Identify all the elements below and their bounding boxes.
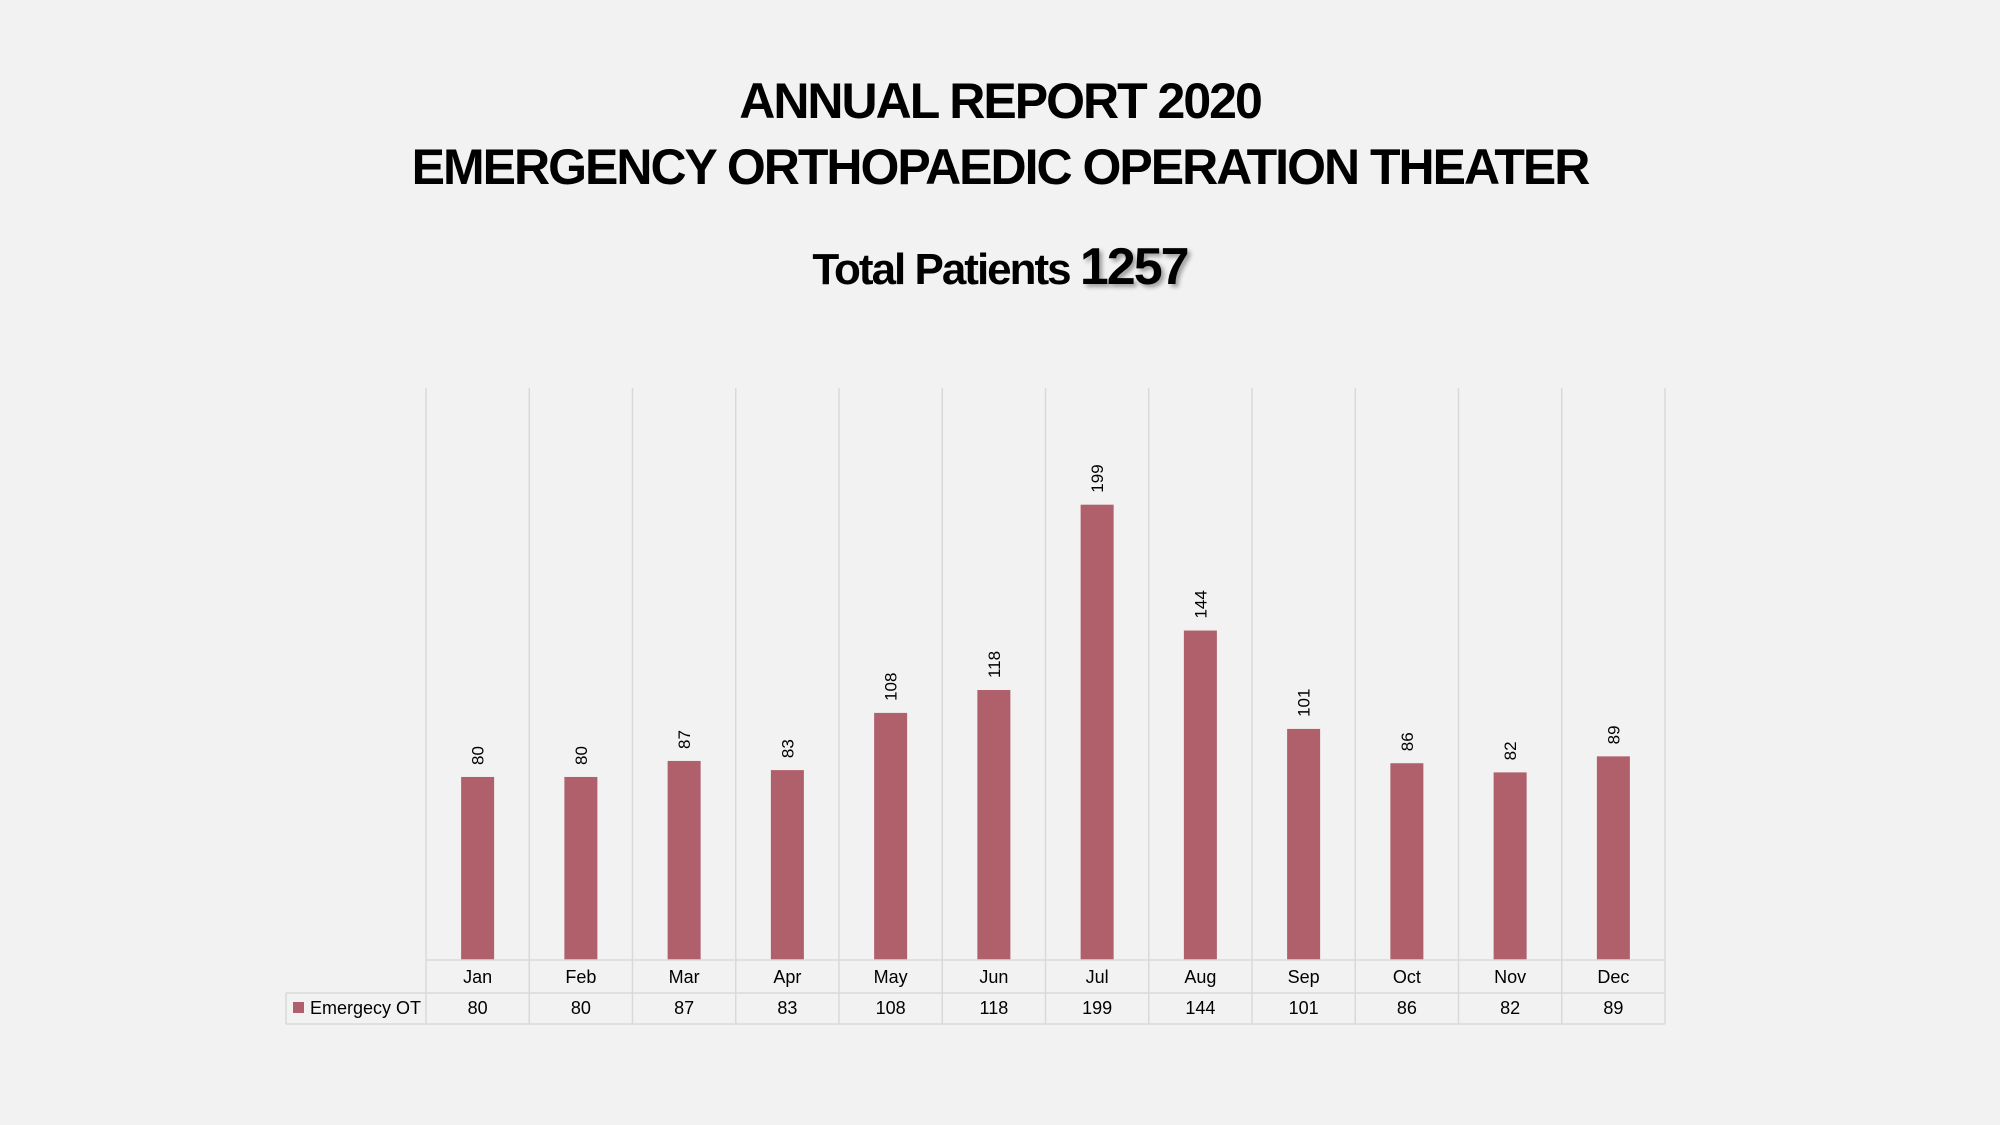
bar-may: [874, 712, 908, 960]
data-labels: 80 80 87 83 108 118 199 144 101 86 82 89: [469, 464, 1624, 765]
tick-label: Sep: [1288, 967, 1320, 987]
data-label: 89: [1604, 725, 1623, 744]
tick-label: Jul: [1086, 967, 1109, 987]
table-cell: 87: [674, 998, 694, 1018]
data-label: 83: [778, 739, 797, 758]
table-cell: 82: [1500, 998, 1520, 1018]
tick-label: May: [874, 967, 908, 987]
tick-label: Aug: [1184, 967, 1216, 987]
data-label: 199: [1088, 464, 1107, 492]
data-label: 82: [1501, 741, 1520, 760]
data-table: Emergecy OT Jan 80 Feb 80 Mar 87 Apr 83 May 108 Jun…: [285, 959, 1665, 1025]
tick-label: Jun: [979, 967, 1008, 987]
bar-aug: [1183, 630, 1217, 960]
data-label: 101: [1295, 689, 1314, 717]
bar-nov: [1493, 772, 1527, 960]
bar-sep: [1287, 728, 1321, 960]
report-title: ANNUAL REPORT 2020: [739, 73, 1263, 129]
tick-label: Nov: [1494, 967, 1526, 987]
bar-apr: [770, 770, 804, 960]
table-cell: 83: [777, 998, 797, 1018]
bar-jun: [977, 690, 1011, 960]
table-cell: 80: [468, 998, 488, 1018]
bar-jan: [461, 776, 495, 960]
bar-feb: [564, 776, 598, 960]
table-cell: 199: [1082, 998, 1112, 1018]
table-cell: 108: [876, 998, 906, 1018]
table-cell: 144: [1185, 998, 1215, 1018]
table-cell: 80: [571, 998, 591, 1018]
tick-label: Apr: [773, 967, 801, 987]
total-patients-value: 1257: [1079, 238, 1190, 296]
tick-label: Oct: [1393, 967, 1421, 987]
data-label: 80: [572, 746, 591, 765]
data-label: 87: [675, 730, 694, 749]
bars: [461, 504, 1630, 960]
report-subtitle: EMERGENCY ORTHOPAEDIC OPERATION THEATER: [411, 139, 1591, 195]
data-label: 80: [469, 746, 488, 765]
total-patients: Total Patients 1257: [0, 237, 2000, 297]
table-cell: 86: [1397, 998, 1417, 1018]
table-cell: 89: [1603, 998, 1623, 1018]
tick-label: Jan: [463, 967, 492, 987]
gridlines: [425, 388, 1666, 1024]
data-label: 86: [1398, 732, 1417, 751]
tick-label: Mar: [669, 967, 700, 987]
bar-oct: [1390, 763, 1424, 960]
table-cell: 118: [980, 998, 1009, 1018]
total-patients-label: Total Patients: [812, 245, 1071, 294]
legend-label: Emergecy OT: [310, 998, 421, 1018]
tick-label: Feb: [565, 967, 596, 987]
data-label: 144: [1191, 590, 1210, 618]
bar-dec: [1596, 756, 1630, 960]
data-label: 118: [985, 651, 1004, 678]
legend-swatch: [293, 1002, 304, 1013]
tick-label: Dec: [1597, 967, 1629, 987]
bar-mar: [667, 760, 701, 960]
data-label: 108: [882, 673, 901, 701]
table-cell: 101: [1289, 998, 1319, 1018]
bar-jul: [1080, 504, 1114, 960]
